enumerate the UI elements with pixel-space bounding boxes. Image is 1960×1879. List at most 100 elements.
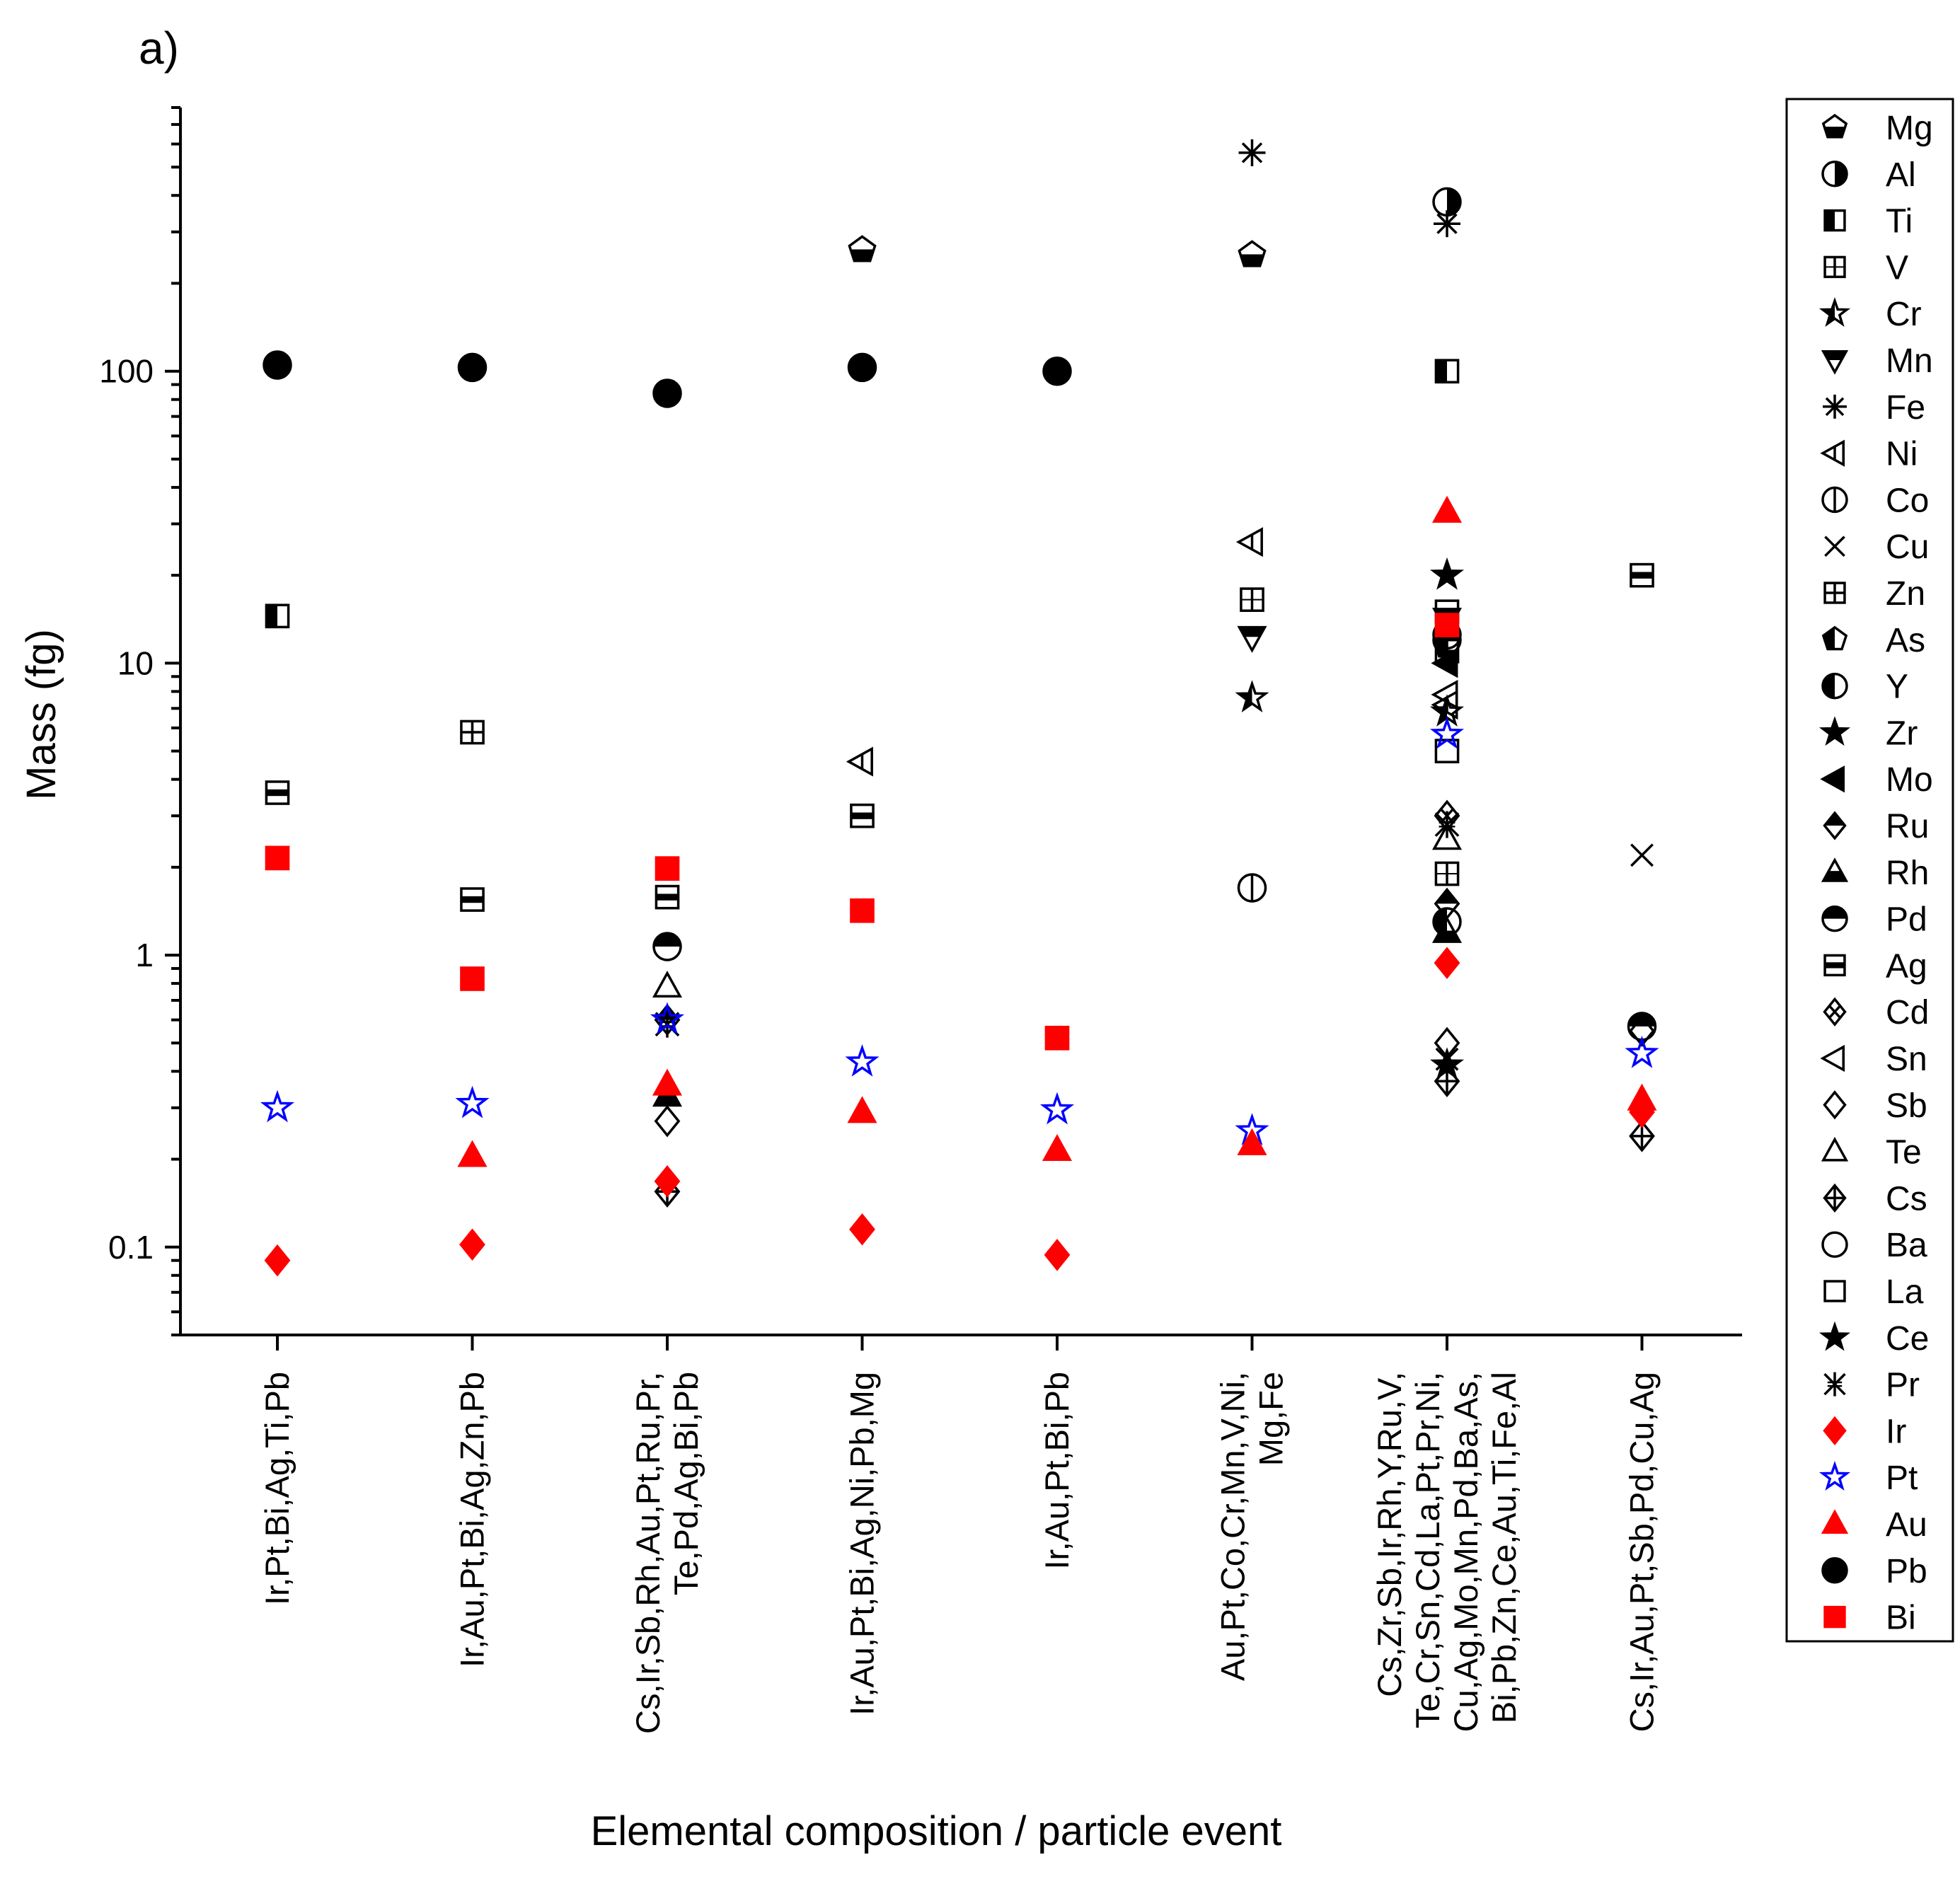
legend-label-fe: Fe bbox=[1886, 389, 1925, 427]
legend-marker-ir bbox=[1823, 1416, 1847, 1446]
marker-bi bbox=[1044, 1025, 1070, 1051]
marker-co bbox=[1237, 873, 1267, 903]
legend-marker-pr bbox=[1823, 1372, 1846, 1397]
legend-marker-ni bbox=[1820, 439, 1845, 467]
legend-label-ir: Ir bbox=[1886, 1413, 1906, 1450]
y-axis-title: Mass (fg) bbox=[18, 629, 64, 800]
marker-te bbox=[652, 970, 683, 998]
plot-axes bbox=[179, 108, 1742, 1336]
marker-bi bbox=[460, 966, 485, 991]
x-category-label: Te,Pd,Ag,Bi,Pb bbox=[667, 1372, 705, 1595]
legend-marker-ru bbox=[1823, 811, 1847, 840]
marker-au bbox=[652, 1068, 683, 1096]
marker-au bbox=[457, 1140, 488, 1167]
marker-sb bbox=[654, 1105, 681, 1138]
marker-sn bbox=[1431, 679, 1458, 710]
legend-marker-zr bbox=[1818, 716, 1851, 746]
marker-pt bbox=[1625, 1035, 1659, 1068]
legend-marker-ti bbox=[1823, 209, 1846, 232]
marker-ce bbox=[1429, 1047, 1465, 1080]
y-tick-label: 100 bbox=[99, 353, 154, 390]
legend-marker-mg bbox=[1821, 113, 1848, 139]
legend-label-cd: Cd bbox=[1886, 994, 1929, 1031]
x-category-label: Bi,Pb,Zn,Ce,Au,Ti,Fe,Al bbox=[1485, 1372, 1523, 1723]
marker-mn bbox=[1237, 625, 1267, 653]
marker-zn bbox=[460, 719, 485, 745]
legend-marker-as bbox=[1821, 625, 1848, 651]
legend-marker-cu bbox=[1824, 536, 1845, 557]
legend-marker-mo bbox=[1820, 765, 1845, 793]
x-category-label: Cs,Zr,Sb,Ir,Rh,Y,Ru,V, bbox=[1371, 1372, 1408, 1697]
x-category-label: Mg,Fe bbox=[1252, 1372, 1290, 1466]
marker-bi bbox=[265, 845, 290, 871]
legend-label-pr: Pr bbox=[1886, 1367, 1920, 1404]
legend-label-ti: Ti bbox=[1886, 203, 1913, 241]
marker-pr bbox=[1434, 811, 1460, 838]
legend-marker-v bbox=[1823, 255, 1846, 279]
legend-label-co: Co bbox=[1886, 482, 1929, 519]
legend-label-zr: Zr bbox=[1886, 715, 1918, 752]
marker-ni bbox=[846, 746, 873, 777]
x-category-label: Ir,Au,Pt,Bi,Ag,Zn,Pb bbox=[454, 1372, 491, 1667]
x-category-label: Cs,Ir,Au,Pt,Sb,Pd,Cu,Ag bbox=[1623, 1372, 1661, 1732]
marker-mg bbox=[848, 235, 877, 262]
marker-au bbox=[847, 1096, 877, 1123]
marker-ag bbox=[460, 887, 485, 912]
legend-marker-rh bbox=[1821, 857, 1849, 882]
x-category-label: Au,Pt,Co,Cr,Mn,V,Ni, bbox=[1214, 1372, 1252, 1681]
legend-label-ag: Ag bbox=[1886, 947, 1927, 985]
marker-pt bbox=[650, 1002, 685, 1035]
x-category-label: Cs,Ir,Sb,Rh,Au,Pt,Ru,Pr, bbox=[629, 1372, 667, 1734]
marker-pt bbox=[845, 1044, 880, 1077]
marker-mo bbox=[1431, 648, 1458, 678]
legend-label-rh: Rh bbox=[1886, 855, 1929, 892]
legend-label-mn: Mn bbox=[1886, 342, 1933, 380]
x-axis-title: Elemental composition / particle event bbox=[591, 1808, 1282, 1854]
marker-ir bbox=[654, 1165, 681, 1198]
legend-marker-ba bbox=[1821, 1231, 1848, 1258]
marker-fe bbox=[1238, 139, 1266, 166]
marker-pt bbox=[260, 1089, 295, 1123]
marker-au bbox=[1627, 1083, 1657, 1111]
legend-marker-sn bbox=[1820, 1044, 1845, 1073]
legend-label-ce: Ce bbox=[1886, 1320, 1929, 1358]
marker-ir bbox=[459, 1228, 485, 1261]
legend-marker-co bbox=[1821, 486, 1848, 514]
marker-ti bbox=[1434, 359, 1460, 384]
marker-ti bbox=[265, 603, 290, 629]
data-markers bbox=[260, 139, 1659, 1277]
x-category-label: Ir,Au,Pt,Bi,Pb bbox=[1038, 1372, 1076, 1570]
marker-ir bbox=[1044, 1239, 1071, 1271]
marker-ir bbox=[1434, 947, 1460, 979]
legend-marker-pt bbox=[1818, 1461, 1851, 1491]
legend-label-au: Au bbox=[1886, 1506, 1927, 1544]
legend-label-v: V bbox=[1886, 249, 1908, 287]
legend-label-ni: Ni bbox=[1886, 436, 1918, 473]
legend-label-mo: Mo bbox=[1886, 761, 1933, 799]
marker-pt bbox=[455, 1085, 490, 1118]
y-tick-label: 1 bbox=[135, 937, 154, 973]
legend-label-as: As bbox=[1886, 622, 1925, 659]
marker-bi bbox=[655, 856, 680, 881]
legend-marker-pb bbox=[1821, 1557, 1848, 1584]
marker-te bbox=[1431, 823, 1463, 850]
marker-pd bbox=[652, 932, 682, 961]
legend-marker-la bbox=[1823, 1280, 1846, 1302]
panel-label: a) bbox=[139, 23, 179, 74]
marker-pb bbox=[847, 352, 877, 383]
marker-ag bbox=[655, 884, 680, 910]
y-tick-label: 10 bbox=[117, 644, 154, 681]
legend-marker-cs bbox=[1823, 1183, 1847, 1213]
marker-ni bbox=[1235, 527, 1263, 557]
legend-label-pd: Pd bbox=[1886, 901, 1927, 939]
legend-marker-ce bbox=[1818, 1321, 1851, 1351]
x-category-label: Ir,Au,Pt,Bi,Ag,Ni,Pb,Mg bbox=[843, 1372, 881, 1716]
legend-label-sb: Sb bbox=[1886, 1087, 1927, 1125]
marker-cu bbox=[1630, 843, 1654, 867]
x-category-label: Cu,Ag,Mo,Mn,Pd,Ba,As, bbox=[1447, 1372, 1485, 1732]
marker-pt bbox=[1039, 1092, 1075, 1125]
marker-au bbox=[1237, 1128, 1267, 1155]
marker-ag bbox=[1630, 562, 1654, 588]
legend-marker-mn bbox=[1821, 350, 1849, 375]
